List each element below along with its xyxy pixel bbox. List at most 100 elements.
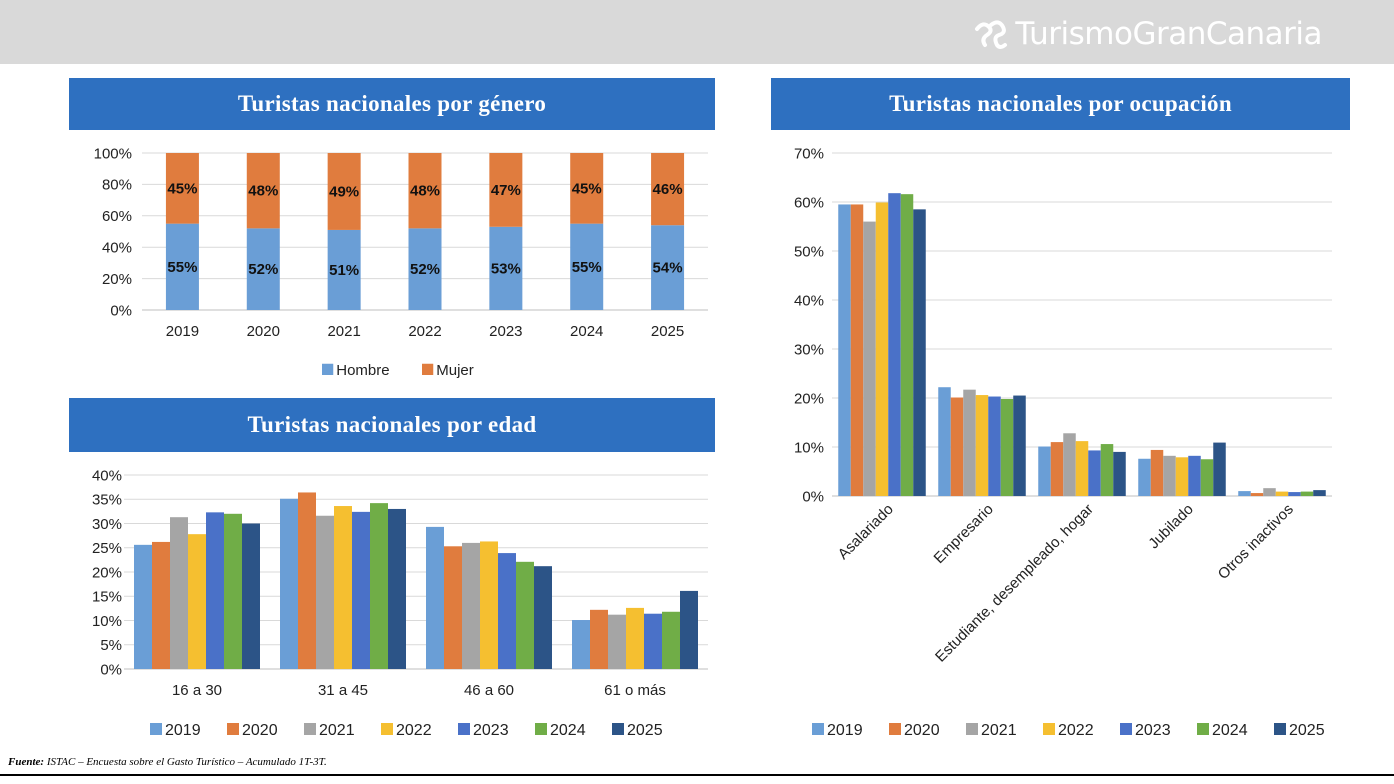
bar-ocupacion-2021-2: [1063, 433, 1076, 496]
bar-ocupacion-2022-3: [1175, 457, 1189, 496]
y-tick-label-ocupacion: 50%: [794, 243, 824, 260]
logo-text: TurismoGranCanaria: [1015, 16, 1322, 52]
data-label-genero-mujer: 47%: [491, 182, 521, 199]
bar-edad-2021-46 a 60: [462, 542, 480, 669]
bar-ocupacion-2019-0: [838, 204, 851, 496]
bar-ocupacion-2020-2: [1050, 442, 1064, 496]
bar-ocupacion-2022-4: [1275, 491, 1289, 496]
y-tick-label-genero: 100%: [94, 145, 132, 162]
x-tick-label-edad: 61 o más: [604, 682, 666, 699]
bar-ocupacion-2023-3: [1188, 455, 1201, 496]
legend-ocupacion-swatch-2021: [966, 723, 978, 735]
bar-edad-2022-61 o más: [626, 607, 644, 669]
bar-edad-2023-61 o más: [644, 613, 662, 669]
x-tick-label-genero: 2025: [651, 323, 684, 340]
bar-ocupacion-2019-3: [1138, 458, 1151, 496]
legend-edad-label-2021: 2021: [319, 722, 355, 739]
legend-ocupacion-label-2025: 2025: [1289, 722, 1325, 739]
y-tick-label-edad: 30%: [92, 516, 122, 533]
y-tick-label-ocupacion: 60%: [794, 194, 824, 211]
legend-edad-swatch-2024: [535, 723, 547, 735]
chart-title-edad: Turistas nacionales por edad: [69, 398, 715, 452]
bar-genero-mujer-2021: [327, 153, 361, 230]
legend-ocupacion-label-2023: 2023: [1135, 722, 1171, 739]
bar-edad-2023-31 a 45: [352, 511, 370, 669]
x-tick-label-genero: 2024: [570, 323, 603, 340]
bar-ocupacion-2020-4: [1250, 493, 1264, 496]
legend-edad-swatch-2022: [381, 723, 393, 735]
legend-edad-swatch-2021: [304, 723, 316, 735]
header-bar: TurismoGranCanaria: [0, 0, 1394, 64]
x-tick-label-edad: 31 a 45: [318, 682, 368, 699]
bar-genero-hombre-2023: [489, 226, 523, 310]
bar-edad-2019-61 o más: [572, 620, 590, 669]
x-tick-label-genero: 2023: [489, 323, 522, 340]
bar-genero-mujer-2025: [651, 153, 685, 226]
bar-ocupacion-2020-0: [850, 204, 864, 496]
bar-edad-2019-46 a 60: [426, 526, 444, 669]
bar-edad-2021-16 a 30: [170, 517, 188, 669]
y-tick-label-edad: 15%: [92, 589, 122, 606]
bar-edad-2022-46 a 60: [480, 541, 498, 669]
data-label-genero-hombre: 55%: [167, 259, 197, 276]
bar-ocupacion-2019-1: [938, 387, 951, 496]
legend-genero-label-Hombre: Hombre: [336, 362, 389, 379]
bar-ocupacion-2021-4: [1263, 488, 1276, 496]
x-tick-label-genero: 2019: [166, 323, 199, 340]
bar-ocupacion-2021-0: [863, 221, 876, 496]
legend-genero-swatch-Hombre: [322, 363, 334, 375]
bar-edad-2022-16 a 30: [188, 534, 206, 669]
legend-ocupacion-label-2021: 2021: [981, 722, 1017, 739]
legend-edad-label-2025: 2025: [627, 722, 663, 739]
y-tick-label-edad: 0%: [100, 661, 122, 678]
y-tick-label-genero: 40%: [102, 239, 132, 256]
bar-ocupacion-2022-0: [875, 202, 889, 497]
bar-edad-2023-46 a 60: [498, 553, 516, 669]
data-label-genero-mujer: 49%: [329, 183, 359, 200]
bar-edad-2024-16 a 30: [224, 513, 242, 669]
bar-ocupacion-2023-1: [988, 396, 1001, 496]
x-tick-label-genero: 2020: [247, 323, 280, 340]
bar-edad-2023-16 a 30: [206, 512, 224, 669]
bar-ocupacion-2025-4: [1313, 490, 1326, 496]
footer-divider: [0, 774, 1394, 776]
x-tick-label-edad: 16 a 30: [172, 682, 222, 699]
bar-ocupacion-2019-2: [1038, 446, 1051, 496]
legend-ocupacion-label-2022: 2022: [1058, 722, 1094, 739]
y-tick-label-genero: 80%: [102, 177, 132, 194]
bar-edad-2024-61 o más: [662, 611, 680, 669]
logo: TurismoGranCanaria: [973, 14, 1322, 54]
y-tick-label-edad: 35%: [92, 492, 122, 509]
bar-ocupacion-2024-3: [1200, 459, 1214, 496]
bar-ocupacion-2024-4: [1300, 491, 1314, 496]
legend-ocupacion-swatch-2025: [1274, 723, 1286, 735]
x-tick-label-ocupacion: Otros inactivos: [1215, 501, 1297, 583]
bar-edad-2025-31 a 45: [388, 508, 406, 669]
legend-ocupacion-swatch-2023: [1120, 723, 1132, 735]
legend-edad-swatch-2023: [458, 723, 470, 735]
bar-genero-mujer-2022: [408, 153, 442, 229]
y-tick-label-ocupacion: 20%: [794, 390, 824, 407]
y-tick-label-ocupacion: 10%: [794, 439, 824, 456]
bar-edad-2020-46 a 60: [444, 546, 462, 669]
bar-edad-2024-46 a 60: [516, 561, 534, 669]
legend-ocupacion-swatch-2019: [812, 723, 824, 735]
bar-edad-2025-16 a 30: [242, 523, 260, 669]
legend-ocupacion-label-2020: 2020: [904, 722, 940, 739]
data-label-genero-hombre: 55%: [572, 259, 602, 276]
legend-ocupacion-swatch-2024: [1197, 723, 1209, 735]
bar-ocupacion-2019-4: [1238, 491, 1251, 496]
x-tick-label-edad: 46 a 60: [464, 682, 514, 699]
chart-title-ocupacion: Turistas nacionales por ocupación: [771, 78, 1350, 130]
bar-edad-2020-31 a 45: [298, 492, 316, 669]
bar-ocupacion-2020-3: [1150, 449, 1164, 496]
source-label: Fuente:: [8, 756, 45, 768]
y-tick-label-edad: 10%: [92, 613, 122, 630]
y-tick-label-genero: 60%: [102, 208, 132, 225]
bar-edad-2020-61 o más: [590, 609, 608, 669]
bar-edad-2020-16 a 30: [152, 541, 170, 669]
bar-genero-hombre-2020: [246, 228, 280, 310]
bar-genero-hombre-2022: [408, 228, 442, 310]
bar-genero-mujer-2020: [246, 153, 280, 229]
bar-ocupacion-2023-0: [888, 193, 901, 496]
